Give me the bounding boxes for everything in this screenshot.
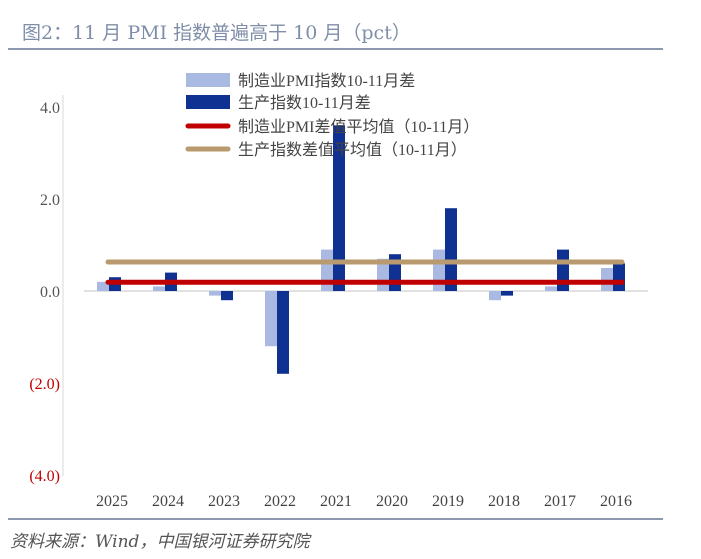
bar-manufacturing-pmi [321, 249, 333, 291]
y-tick-label: (4.0) [29, 468, 60, 485]
legend-label: 生产指数10-11月差 [238, 94, 371, 112]
x-tick-label: 2024 [152, 493, 184, 510]
legend-label: 制造业PMI差值平均值（10-11月） [238, 118, 479, 136]
bar-manufacturing-pmi [97, 281, 109, 291]
bar-production-index [557, 249, 569, 291]
bar-production-index [445, 208, 457, 291]
bar-manufacturing-pmi [209, 291, 221, 296]
legend-label: 生产指数差值平均值（10-11月） [238, 141, 467, 159]
bar-production-index [613, 263, 625, 291]
y-tick-label: (2.0) [29, 376, 60, 393]
bar-manufacturing-pmi [489, 291, 501, 301]
x-tick-label: 2025 [96, 493, 128, 510]
bar-production-index [277, 291, 289, 374]
bar-manufacturing-pmi [433, 249, 445, 291]
source-note: 资料来源：Wind，中国银河证券研究院 [10, 532, 310, 552]
y-tick-label: 4.0 [40, 100, 60, 117]
bar-manufacturing-pmi [265, 291, 277, 347]
title-divider [8, 48, 663, 50]
legend-swatch [186, 73, 230, 87]
bar-manufacturing-pmi [545, 286, 557, 291]
chart-title: 图2：11 月 PMI 指数普遍高于 10 月（pct） [22, 22, 411, 44]
bar-production-index [501, 291, 513, 296]
x-tick-label: 2021 [320, 493, 352, 510]
legend-swatch [186, 95, 230, 109]
x-tick-label: 2018 [488, 493, 520, 510]
x-tick-label: 2019 [432, 493, 464, 510]
footer-divider [8, 518, 663, 520]
x-tick-label: 2016 [600, 493, 632, 510]
bar-manufacturing-pmi [153, 286, 165, 291]
y-tick-label: 2.0 [40, 192, 60, 209]
y-tick-label: 0.0 [40, 284, 60, 301]
x-tick-label: 2022 [264, 493, 296, 510]
bar-manufacturing-pmi [601, 268, 613, 291]
x-tick-label: 2023 [208, 493, 240, 510]
legend-label: 制造业PMI指数10-11月差 [238, 72, 415, 90]
bar-production-index [333, 125, 345, 292]
x-tick-label: 2020 [376, 493, 408, 510]
x-tick-label: 2017 [544, 493, 576, 510]
bar-production-index [221, 291, 233, 301]
